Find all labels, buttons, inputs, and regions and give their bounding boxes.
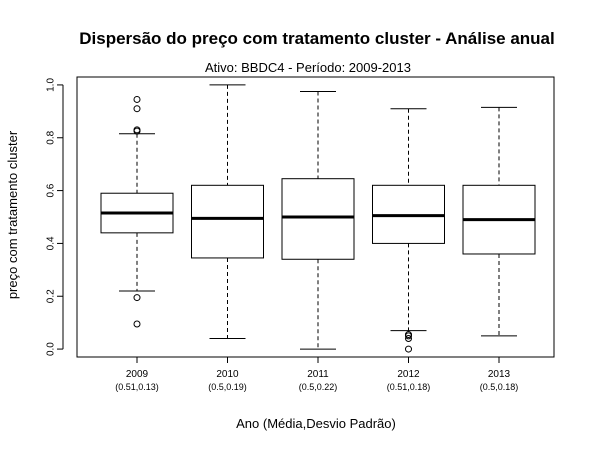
- chart-subtitle: Ativo: BBDC4 - Período: 2009-2013: [205, 60, 411, 75]
- box: [281, 178, 355, 260]
- x-tick-label: 2009: [126, 369, 149, 380]
- box: [191, 184, 264, 259]
- box-group: [372, 108, 445, 353]
- y-tick-label: 0.2: [46, 289, 57, 303]
- y-tick-label: 1.0: [46, 78, 57, 92]
- y-tick-label: 0.8: [46, 130, 57, 144]
- y-axis: 0.0 0.2 0.4 0.6 0.8 1.0: [46, 78, 64, 356]
- x-tick-label: 2012: [397, 369, 420, 380]
- outlier-point: [405, 345, 412, 353]
- outlier-point: [405, 335, 412, 343]
- x-stat-label: (0.5,0.19): [208, 382, 247, 392]
- x-axis-label: Ano (Média,Desvio Padrão): [236, 416, 396, 431]
- x-stat-label: (0.5,0.18): [480, 382, 519, 392]
- x-tick-label: 2013: [488, 369, 511, 380]
- box-group: [462, 106, 536, 337]
- y-tick-label: 0.4: [46, 236, 57, 250]
- x-axis: 2009 (0.51,0.13) 2010 (0.5,0.19) 2011 (0.5,0.…: [115, 356, 519, 392]
- x-tick-label: 2011: [307, 369, 329, 380]
- box-group: [281, 91, 355, 350]
- outlier-point: [133, 320, 141, 328]
- boxes: [100, 84, 536, 353]
- chart-title: Dispersão do preço com tratamento cluste…: [79, 29, 555, 48]
- y-axis-label: preço com tratamento cluster: [5, 130, 20, 299]
- outlier-point: [133, 95, 141, 103]
- box-group: [191, 84, 264, 340]
- y-tick-label: 0.6: [46, 183, 57, 197]
- box-group: [100, 95, 174, 328]
- outlier-point: [133, 294, 141, 302]
- x-stat-label: (0.5,0.22): [299, 382, 338, 392]
- outlier-point: [133, 105, 141, 113]
- x-stat-label: (0.51,0.13): [115, 382, 159, 392]
- y-tick-label: 0.0: [46, 342, 57, 356]
- outlier-point: [405, 331, 412, 339]
- x-stat-label: (0.51,0.18): [387, 382, 431, 392]
- x-tick-label: 2010: [216, 369, 239, 380]
- outlier-point: [133, 126, 141, 134]
